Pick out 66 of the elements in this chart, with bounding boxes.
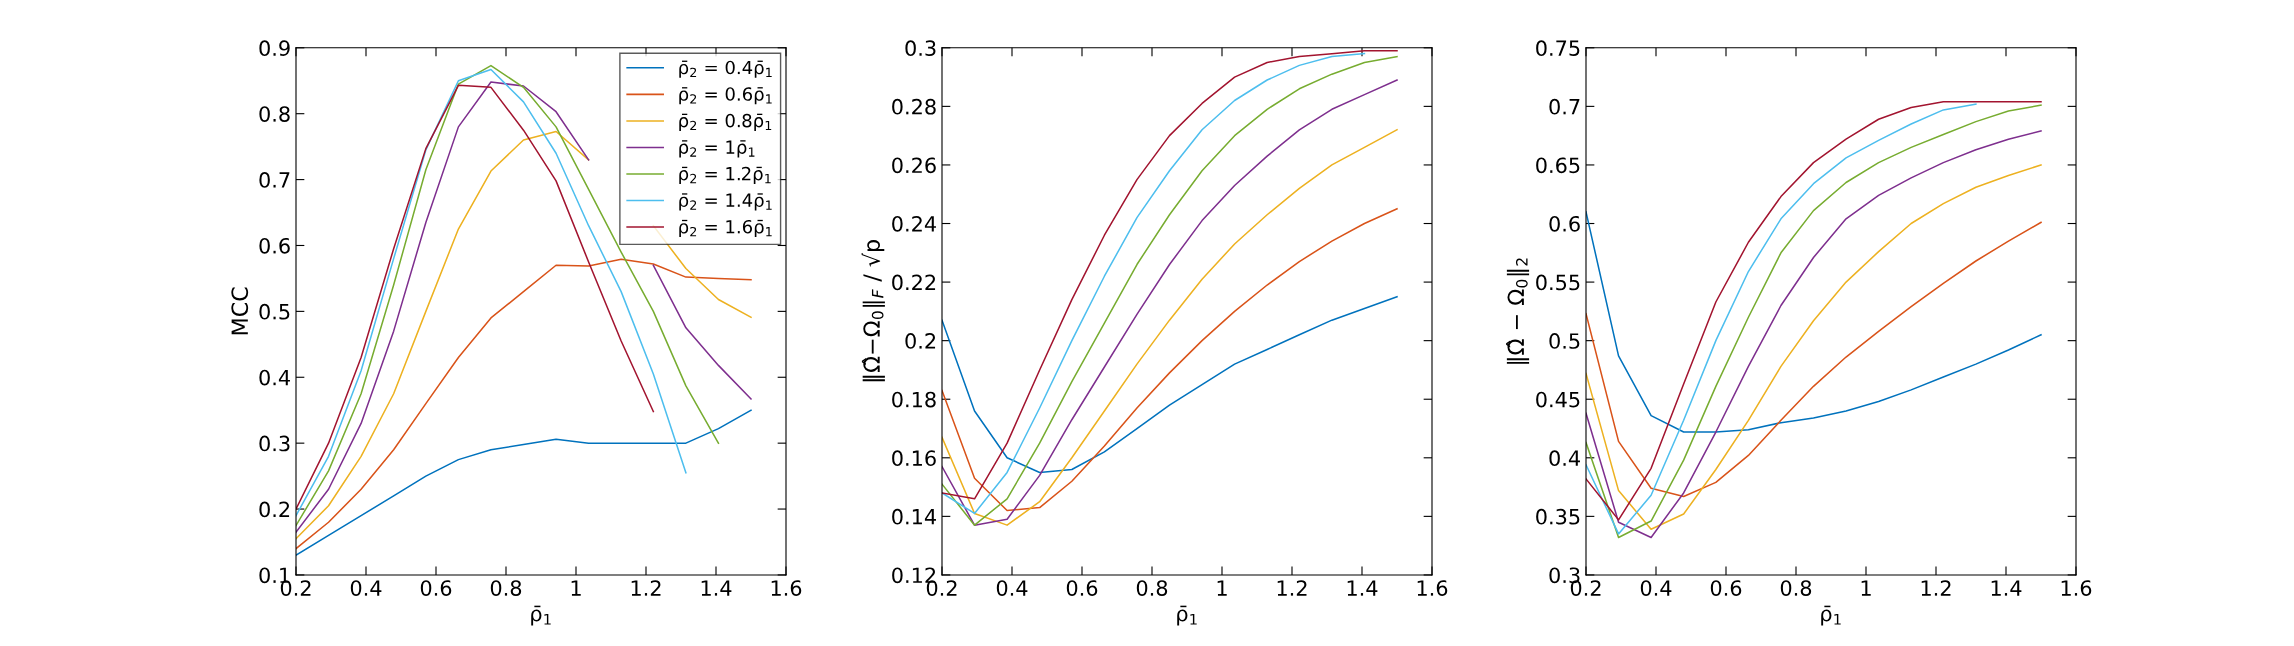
y-tick-label: 0.45 (1536, 391, 1580, 408)
legend-label: ρ̄$_{2}$ = 1ρ̄$_{1}$ (679, 140, 755, 158)
x-tick-label: 0.4 (1640, 580, 1672, 596)
y-tick-label: 0.18 (892, 391, 936, 408)
y-tick-label: 0.3 (259, 435, 290, 452)
x-axis-title: ρ̄$_{1}$ (1821, 605, 1841, 626)
y-tick-label: 0.8 (259, 106, 290, 122)
y-tick-label: 0.26 (892, 157, 936, 174)
x-tick-label: 1.4 (701, 580, 732, 596)
x-tick-label: 0.6 (1066, 580, 1098, 596)
y-tick-label: 0.4 (1549, 450, 1580, 467)
y-tick-label: 0.35 (1536, 508, 1580, 525)
x-tick-label: 1.4 (1347, 580, 1378, 596)
legend-label: ρ̄$_{2}$ = 1.6ρ̄$_{1}$ (679, 219, 772, 238)
legend-label: ρ̄$_{2}$ = 1.2ρ̄$_{1}$ (679, 166, 771, 184)
x-tick-label: 0.4 (350, 580, 382, 596)
line-series (942, 295, 1398, 474)
x-tick-label: 0.8 (1780, 580, 1812, 596)
x-tick-label: 1.6 (1417, 580, 1448, 596)
x-axis-title: ρ̄$_{1}$ (1177, 605, 1197, 626)
y-tick-label: 0.22 (892, 274, 936, 291)
x-tick-label: 1 (571, 580, 581, 596)
line-series (296, 409, 752, 556)
legend-label: ρ̄$_{2}$ = 0.8ρ̄$_{1}$ (679, 113, 772, 131)
x-tick-label: 1 (1861, 580, 1871, 596)
y-tick-label: 0.14 (892, 508, 936, 525)
line-series (942, 208, 1398, 512)
x-tick-label: 1.6 (2061, 580, 2092, 596)
y-axis-title: ‖Ω̂ − Ω$_{0}$‖$_{2}$ (1506, 258, 1530, 364)
y-tick-label: 0.2 (259, 501, 290, 518)
y-tick-label: 0.7 (1549, 98, 1580, 115)
x-axis-title: ρ̄$_{1}$ (531, 605, 551, 626)
y-tick-label: 0.65 (1536, 157, 1580, 174)
y-tick-label: 0.16 (892, 450, 936, 467)
y-tick-label: 0.5 (259, 303, 290, 320)
y-tick-label: 0.5 (1549, 333, 1580, 349)
y-tick-label: 0.7 (259, 172, 290, 188)
y-tick-label: 0.55 (1536, 274, 1580, 291)
y-axis-title: MCC (231, 287, 249, 335)
x-tick-label: 0.6 (420, 580, 452, 596)
x-tick-label: 1.2 (1277, 580, 1307, 596)
x-tick-label: 1 (1217, 580, 1227, 596)
x-tick-label: 0.4 (996, 580, 1028, 596)
line-series (1586, 221, 2042, 498)
y-axis-title: ‖Ω̂−Ω$_{0}$‖$_{F}$ / √p (861, 240, 885, 382)
y-tick-label: 0.3 (905, 40, 936, 57)
y-tick-label: 0.6 (1549, 215, 1580, 232)
legend-label: ρ̄$_{2}$ = 0.4ρ̄$_{1}$ (679, 60, 772, 78)
x-tick-label: 0.8 (490, 580, 522, 596)
x-tick-label: 0.6 (1710, 580, 1742, 596)
y-tick-label: 0.4 (259, 369, 290, 386)
y-tick-label: 0.75 (1536, 40, 1580, 57)
y-tick-label: 0.2 (905, 333, 936, 349)
line-series (1586, 103, 1977, 535)
x-tick-label: 1.6 (771, 580, 802, 596)
line-series (296, 258, 752, 550)
x-tick-label: 1.4 (1991, 580, 2022, 596)
x-tick-label: 0.8 (1136, 580, 1168, 596)
y-tick-label: 0.9 (259, 40, 290, 57)
y-tick-label: 0.24 (892, 215, 936, 232)
y-tick-label: 0.28 (892, 98, 936, 115)
legend-label: ρ̄$_{2}$ = 1.4ρ̄$_{1}$ (679, 193, 772, 211)
legend-label: ρ̄$_{2}$ = 0.6ρ̄$_{1}$ (679, 87, 772, 105)
x-tick-label: 1.2 (1921, 580, 1951, 596)
y-tick-label: 0.6 (259, 237, 290, 254)
x-tick-label: 1.2 (631, 580, 661, 596)
